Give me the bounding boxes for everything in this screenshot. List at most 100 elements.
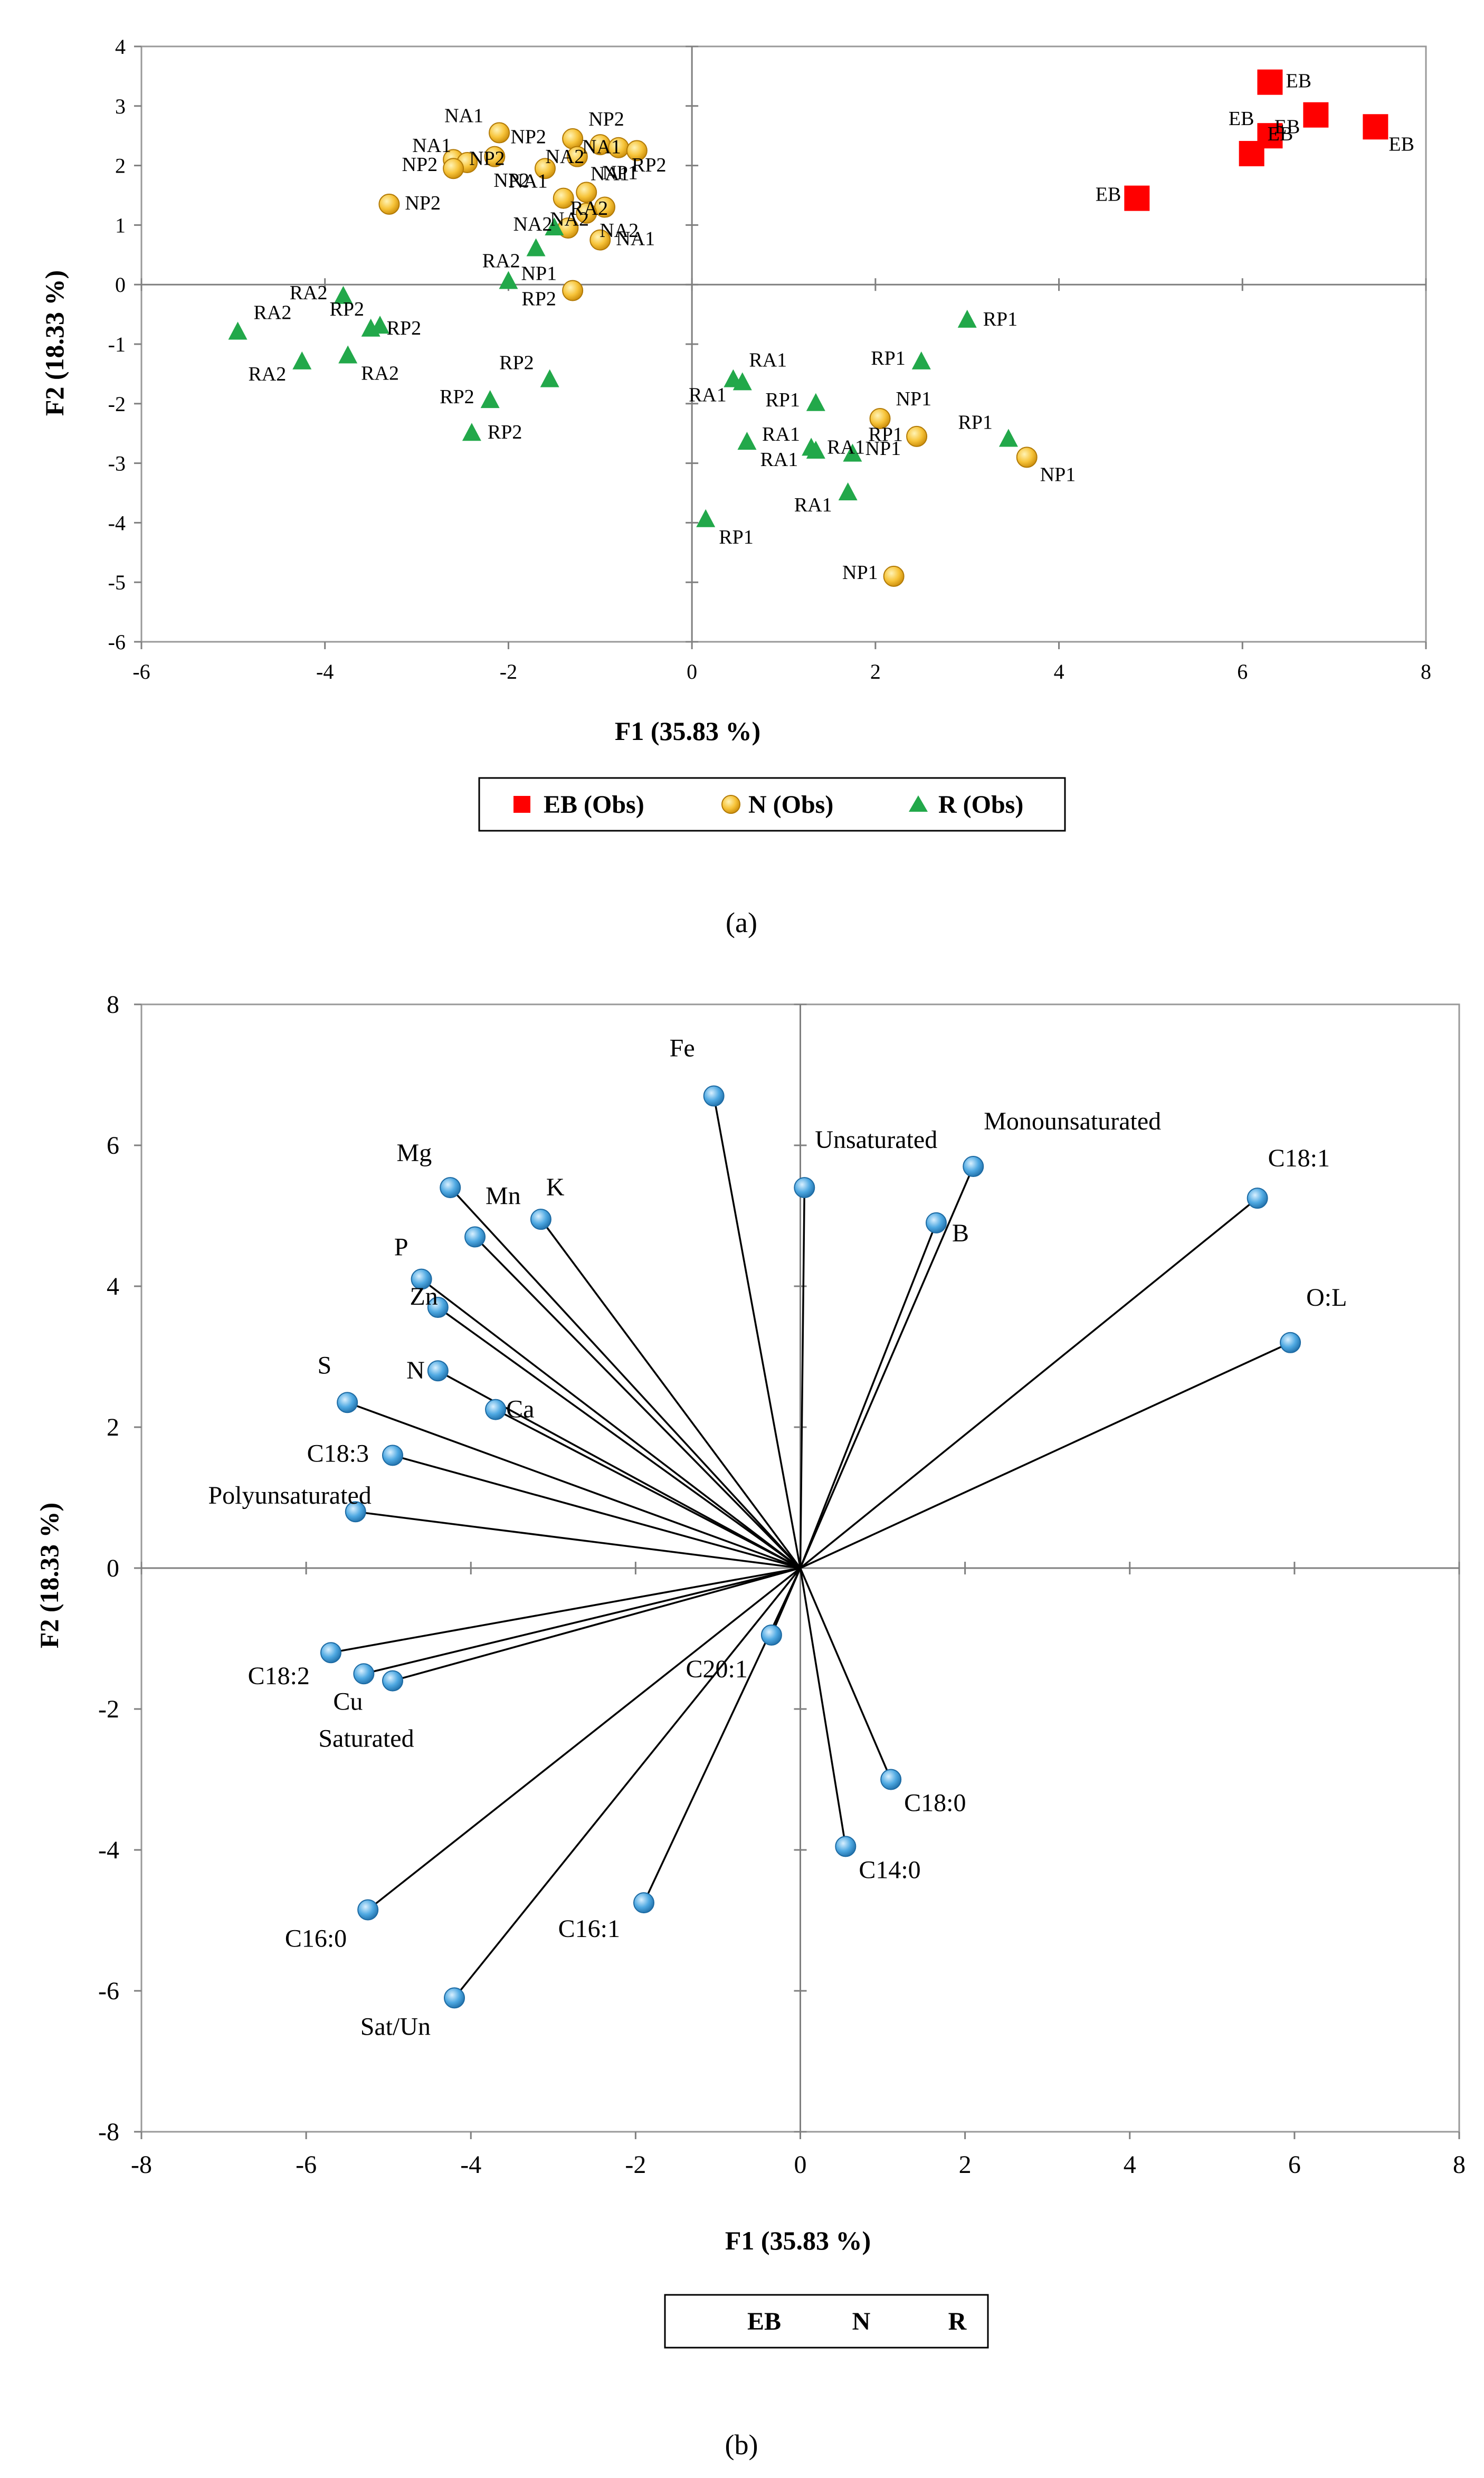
n-point: [553, 187, 574, 209]
n-point: [589, 229, 611, 251]
point-label-a: NP1: [1040, 463, 1076, 486]
variable-label: K: [546, 1173, 565, 1201]
point-label-a: RA2: [361, 363, 399, 385]
loading-vector: [474, 1236, 801, 1569]
y-tick-label-a: -1: [108, 333, 126, 356]
point-label-a: EB: [1229, 108, 1254, 130]
loading-vector: [367, 1567, 801, 1911]
legend-n-label: N (Obs): [748, 791, 833, 819]
legend-b-n: N: [852, 2308, 871, 2335]
point-label-a: NA2: [545, 146, 584, 168]
y-tick-label-a: 3: [115, 94, 126, 118]
x-axis-title-b: F1 (35.83 %): [725, 2226, 871, 2255]
variable-label: Mg: [397, 1139, 432, 1167]
variable-label: Saturated: [318, 1725, 414, 1753]
point-label-a: NP2: [510, 126, 546, 148]
point-label-a: NP1: [602, 162, 638, 184]
r-point: [545, 217, 564, 236]
point-label-a: RP1: [871, 347, 905, 369]
loading-vector: [392, 1567, 801, 1682]
legend-r-label: R (Obs): [938, 791, 1023, 819]
y-tick-label-a: -2: [108, 392, 126, 416]
point-label-a: NP1: [842, 562, 878, 584]
n-point: [443, 158, 464, 179]
variable-label: S: [317, 1351, 331, 1379]
variable-point: [353, 1663, 375, 1685]
y-axis-title-b: F2 (18.33 %): [34, 1503, 64, 1648]
variable-label: C18:0: [904, 1789, 966, 1817]
y-tick-label-b: -4: [98, 1836, 119, 1864]
n-point: [566, 146, 588, 167]
variable-point: [926, 1212, 947, 1233]
variable-label: C16:0: [285, 1924, 347, 1952]
point-label-a: NA1: [591, 163, 630, 185]
point-label-a: EB: [1268, 123, 1293, 145]
x-tick-label-b: 4: [1124, 2151, 1136, 2179]
x-tick-label-a: 6: [1237, 660, 1248, 683]
variable-point: [444, 1987, 465, 2009]
variable-label: C16:1: [558, 1915, 620, 1943]
legend-b-box: [664, 2294, 989, 2349]
variable-point: [760, 1624, 782, 1646]
point-label-a: RP2: [488, 421, 522, 443]
r-point: [292, 351, 312, 369]
x-tick-label-b: -8: [131, 2151, 152, 2179]
point-label-a: RP2: [330, 298, 364, 320]
x-tick-label-a: 4: [1054, 660, 1064, 683]
point-label-a: RA1: [760, 449, 798, 471]
point-label-a: NA2: [513, 213, 553, 235]
r-point: [480, 390, 500, 409]
point-label-a: NP2: [405, 192, 441, 214]
variable-label: Monounsaturated: [984, 1107, 1161, 1135]
x-tick-label-a: 8: [1421, 660, 1431, 683]
variable-point: [427, 1297, 449, 1318]
loading-vector: [347, 1401, 801, 1569]
point-label-a: RP1: [719, 526, 753, 548]
legend-r-marker: [909, 795, 928, 812]
loading-vector: [800, 1342, 1291, 1569]
x-tick-label-b: -4: [460, 2151, 481, 2179]
r-point: [462, 423, 481, 441]
point-label-a: EB: [1388, 133, 1414, 155]
point-label-a: NP2: [588, 108, 624, 130]
variable-point: [382, 1445, 403, 1466]
variable-point: [464, 1226, 486, 1248]
n-point: [626, 140, 648, 162]
y-tick-label-a: -4: [108, 511, 126, 535]
point-label-a: NA1: [616, 228, 655, 250]
point-label-a: NP2: [469, 147, 505, 169]
variable-label: Mn: [486, 1182, 521, 1210]
y-tick-label-a: -5: [108, 571, 126, 594]
x-tick-label-b: 0: [794, 2151, 807, 2179]
variable-label: Ca: [506, 1395, 534, 1423]
plot-area-a: [140, 45, 1427, 643]
legend-eb-marker: [513, 796, 530, 813]
point-label-a: NP1: [865, 438, 901, 460]
variable-label: B: [952, 1219, 969, 1247]
loading-vector: [453, 1567, 801, 1999]
loading-vector: [495, 1409, 801, 1569]
y-tick-label-a: -6: [108, 630, 126, 654]
r-point: [526, 238, 546, 257]
loading-vector: [363, 1567, 801, 1675]
variable-label: N: [406, 1356, 425, 1384]
point-label-a: NA1: [582, 136, 621, 158]
point-label-a: RA2: [254, 301, 292, 324]
panel-label-a: (a): [726, 907, 757, 938]
x-tick-label-b: 6: [1288, 2151, 1301, 2179]
variable-point: [345, 1501, 366, 1523]
r-point: [737, 432, 757, 450]
point-label-a: NP2: [402, 154, 438, 176]
point-label-a: RP2: [521, 288, 556, 310]
point-label-a: RP1: [765, 389, 800, 411]
variable-point: [382, 1670, 403, 1692]
n-point: [562, 280, 584, 301]
legend-b-eb: EB: [747, 2308, 781, 2335]
x-tick-label-a: 0: [687, 660, 697, 683]
loading-vector: [540, 1219, 801, 1569]
loading-vector: [712, 1096, 802, 1569]
point-label-a: RA1: [762, 423, 800, 445]
r-point: [957, 309, 977, 328]
legend-b: EB N R: [664, 2294, 989, 2349]
loading-vector: [800, 1197, 1258, 1569]
